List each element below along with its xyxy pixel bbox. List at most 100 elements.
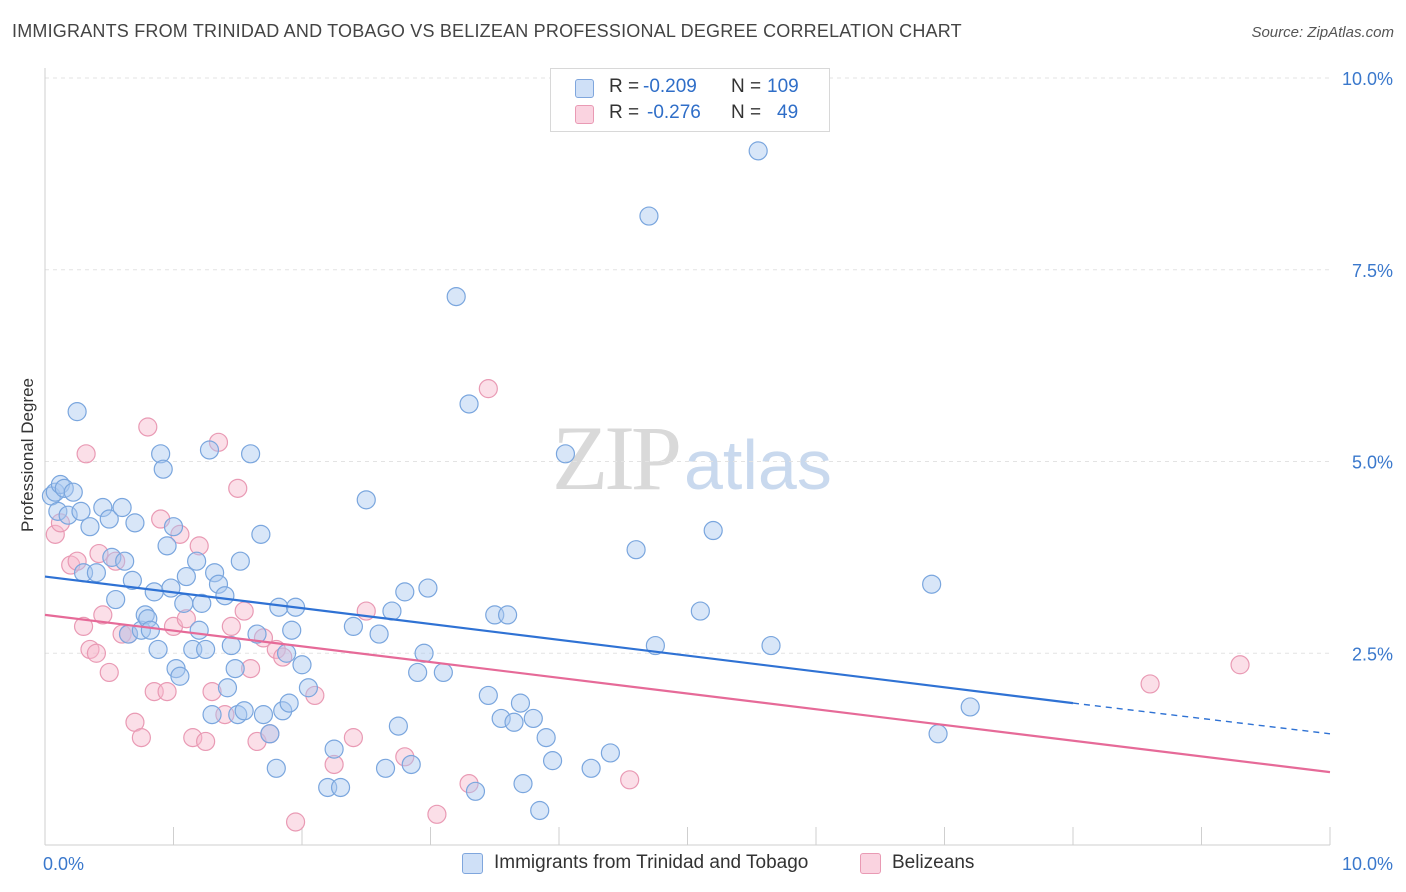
data-point-immigrants [504,712,524,732]
data-point-immigrants [122,570,142,590]
data-point-immigrants [63,482,83,502]
data-point-belizeans [1140,674,1160,694]
data-point-immigrants [48,501,68,521]
data-point-immigrants [144,582,164,602]
data-point-belizeans [76,444,96,464]
chart-title: IMMIGRANTS FROM TRINIDAD AND TOBAGO VS B… [12,21,962,41]
data-point-immigrants [174,593,194,613]
data-point-immigrants [356,490,376,510]
data-point-belizeans [620,770,640,790]
data-point-immigrants [176,566,196,587]
data-point-immigrants [202,705,222,725]
data-point-belizeans [89,543,109,564]
data-point-immigrants [330,777,351,798]
legend-swatch-pink [575,105,594,124]
data-point-immigrants [478,685,498,706]
data-point-immigrants [99,509,119,529]
y-tick-label: 5.0% [1352,453,1393,473]
data-point-immigrants [247,624,267,644]
data-point-immigrants [189,620,209,640]
data-point-immigrants [465,781,486,801]
legend-swatch-blue [575,79,594,98]
data-point-immigrants [253,705,274,725]
data-point-immigrants [161,578,181,598]
bottom-legend-label: Belizeans [892,852,975,873]
data-point-immigrants [639,206,659,226]
data-point-belizeans [266,639,286,660]
data-point-immigrants [58,505,78,525]
legend-n-label: N = [731,102,762,123]
data-point-immigrants [928,724,948,744]
legend-r-label: R = [609,102,640,123]
data-point-immigrants [382,601,402,621]
data-point-immigrants [761,635,781,656]
data-point-immigrants [187,551,207,571]
data-point-immigrants [418,578,438,598]
data-point-immigrants [433,662,453,683]
legend-r-label: R = [609,76,640,97]
data-point-immigrants [324,739,344,759]
data-point-belizeans [202,681,222,702]
data-point-immigrants [106,589,126,610]
data-point-belizeans [221,616,241,637]
data-point-immigrants [960,697,980,717]
bottom-swatch-blue [462,853,483,874]
data-point-immigrants [491,708,511,729]
data-point-belizeans [478,379,498,399]
data-point-immigrants [80,517,100,537]
data-point-immigrants [67,402,87,422]
data-point-belizeans [273,647,293,667]
data-point-immigrants [279,693,299,713]
data-point-immigrants [157,536,177,556]
data-point-belizeans [241,658,261,679]
data-point-belizeans [157,681,177,702]
data-point-immigrants [266,758,286,778]
data-point-belizeans [50,513,71,533]
data-point-belizeans [131,728,151,748]
source-label: Source: ZipAtlas.com [1251,24,1394,41]
data-point-immigrants [536,728,556,748]
data-point-immigrants [148,639,168,660]
legend-r-value: -0.276 [647,102,701,123]
data-point-belizeans [189,536,209,556]
y-tick-label: 7.5% [1352,261,1393,281]
data-point-belizeans [86,643,107,663]
data-point-immigrants [282,620,302,640]
data-point-immigrants [298,678,319,698]
data-point-immigrants [215,586,235,606]
data-point-immigrants [241,444,261,464]
data-point-belizeans [73,616,94,637]
legend-r-value: -0.209 [643,76,697,97]
data-point-belizeans [176,609,196,629]
data-point-belizeans [196,731,216,752]
data-point-belizeans [1230,655,1250,675]
data-point-immigrants [408,662,428,683]
data-point-immigrants [102,547,122,567]
legend-n-value: 109 [767,76,799,97]
data-point-immigrants [690,601,710,621]
x-tick-label: 10.0% [1342,854,1393,874]
data-point-immigrants [292,655,312,675]
legend-n-value: 49 [777,102,799,123]
bottom-swatch-pink [860,853,881,874]
data-point-immigrants [125,513,145,533]
data-point-immigrants [555,444,576,464]
data-point-immigrants [71,501,91,521]
data-point-belizeans [427,804,447,824]
data-point-immigrants [375,758,396,778]
data-point-immigrants [401,754,421,775]
legend-n-label: N = [731,76,762,97]
data-point-belizeans [228,478,248,498]
x-tick-label: 0.0% [43,854,84,874]
data-point-immigrants [234,701,254,721]
data-point-immigrants [542,751,563,771]
data-point-belizeans [343,728,363,748]
trend-line-immigrants [44,575,1074,705]
data-point-immigrants [115,551,135,571]
data-point-belizeans [285,812,306,832]
data-point-immigrants [196,639,216,660]
data-point-belizeans [170,524,190,544]
data-point-immigrants [395,582,415,602]
data-point-immigrants [225,658,245,679]
